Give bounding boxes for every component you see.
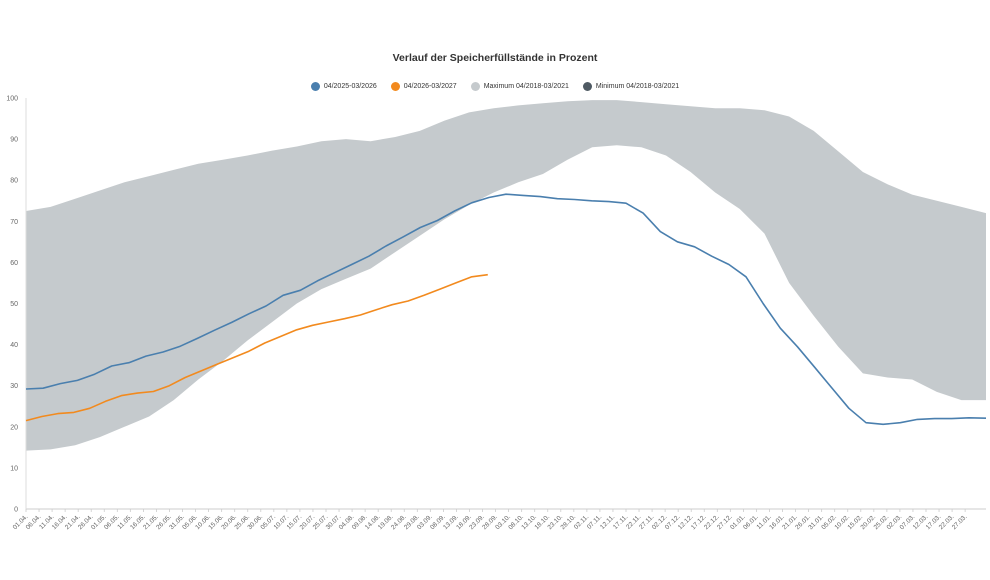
y-tick-label: 0 — [14, 507, 18, 514]
legend-label-maximum: Maximum 04/2018-03/2021 — [483, 83, 569, 90]
series-line-2026-2027 — [25, 273, 488, 422]
legend-label-series-1: 04/2025-03/2026 — [323, 83, 377, 90]
y-tick-label: 100 — [6, 96, 18, 103]
y-tick-label: 90 — [10, 137, 18, 144]
range-area-max-min — [26, 100, 986, 451]
legend-marker-series-1 — [310, 82, 320, 91]
y-tick-label: 10 — [10, 465, 18, 472]
legend: 04/2025-03/2026 04/2026-03/2027 Maximum … — [0, 82, 990, 91]
legend-item-series-1[interactable]: 04/2025-03/2026 — [310, 82, 377, 91]
legend-item-minimum[interactable]: Minimum 04/2018-03/2021 — [582, 82, 680, 91]
chart-title: Verlauf der Speicherfüllstände in Prozen… — [392, 52, 598, 64]
y-tick-label: 80 — [10, 178, 18, 185]
legend-marker-minimum — [582, 82, 592, 91]
legend-marker-series-2 — [390, 82, 400, 91]
series-line-2025-2026 — [25, 193, 987, 426]
x-tick-label: 27.03. — [951, 513, 969, 531]
y-tick-label: 50 — [10, 301, 18, 308]
y-tick-label: 20 — [10, 424, 18, 431]
legend-marker-maximum — [470, 82, 480, 91]
y-tick-label: 60 — [10, 260, 18, 267]
legend-label-minimum: Minimum 04/2018-03/2021 — [595, 83, 680, 90]
legend-item-series-2[interactable]: 04/2026-03/2027 — [390, 82, 457, 91]
legend-item-maximum[interactable]: Maximum 04/2018-03/2021 — [470, 82, 569, 91]
legend-label-series-2: 04/2026-03/2027 — [403, 83, 457, 90]
y-tick-label: 40 — [10, 342, 18, 349]
y-tick-label: 70 — [10, 219, 18, 226]
y-tick-label: 30 — [10, 383, 18, 390]
